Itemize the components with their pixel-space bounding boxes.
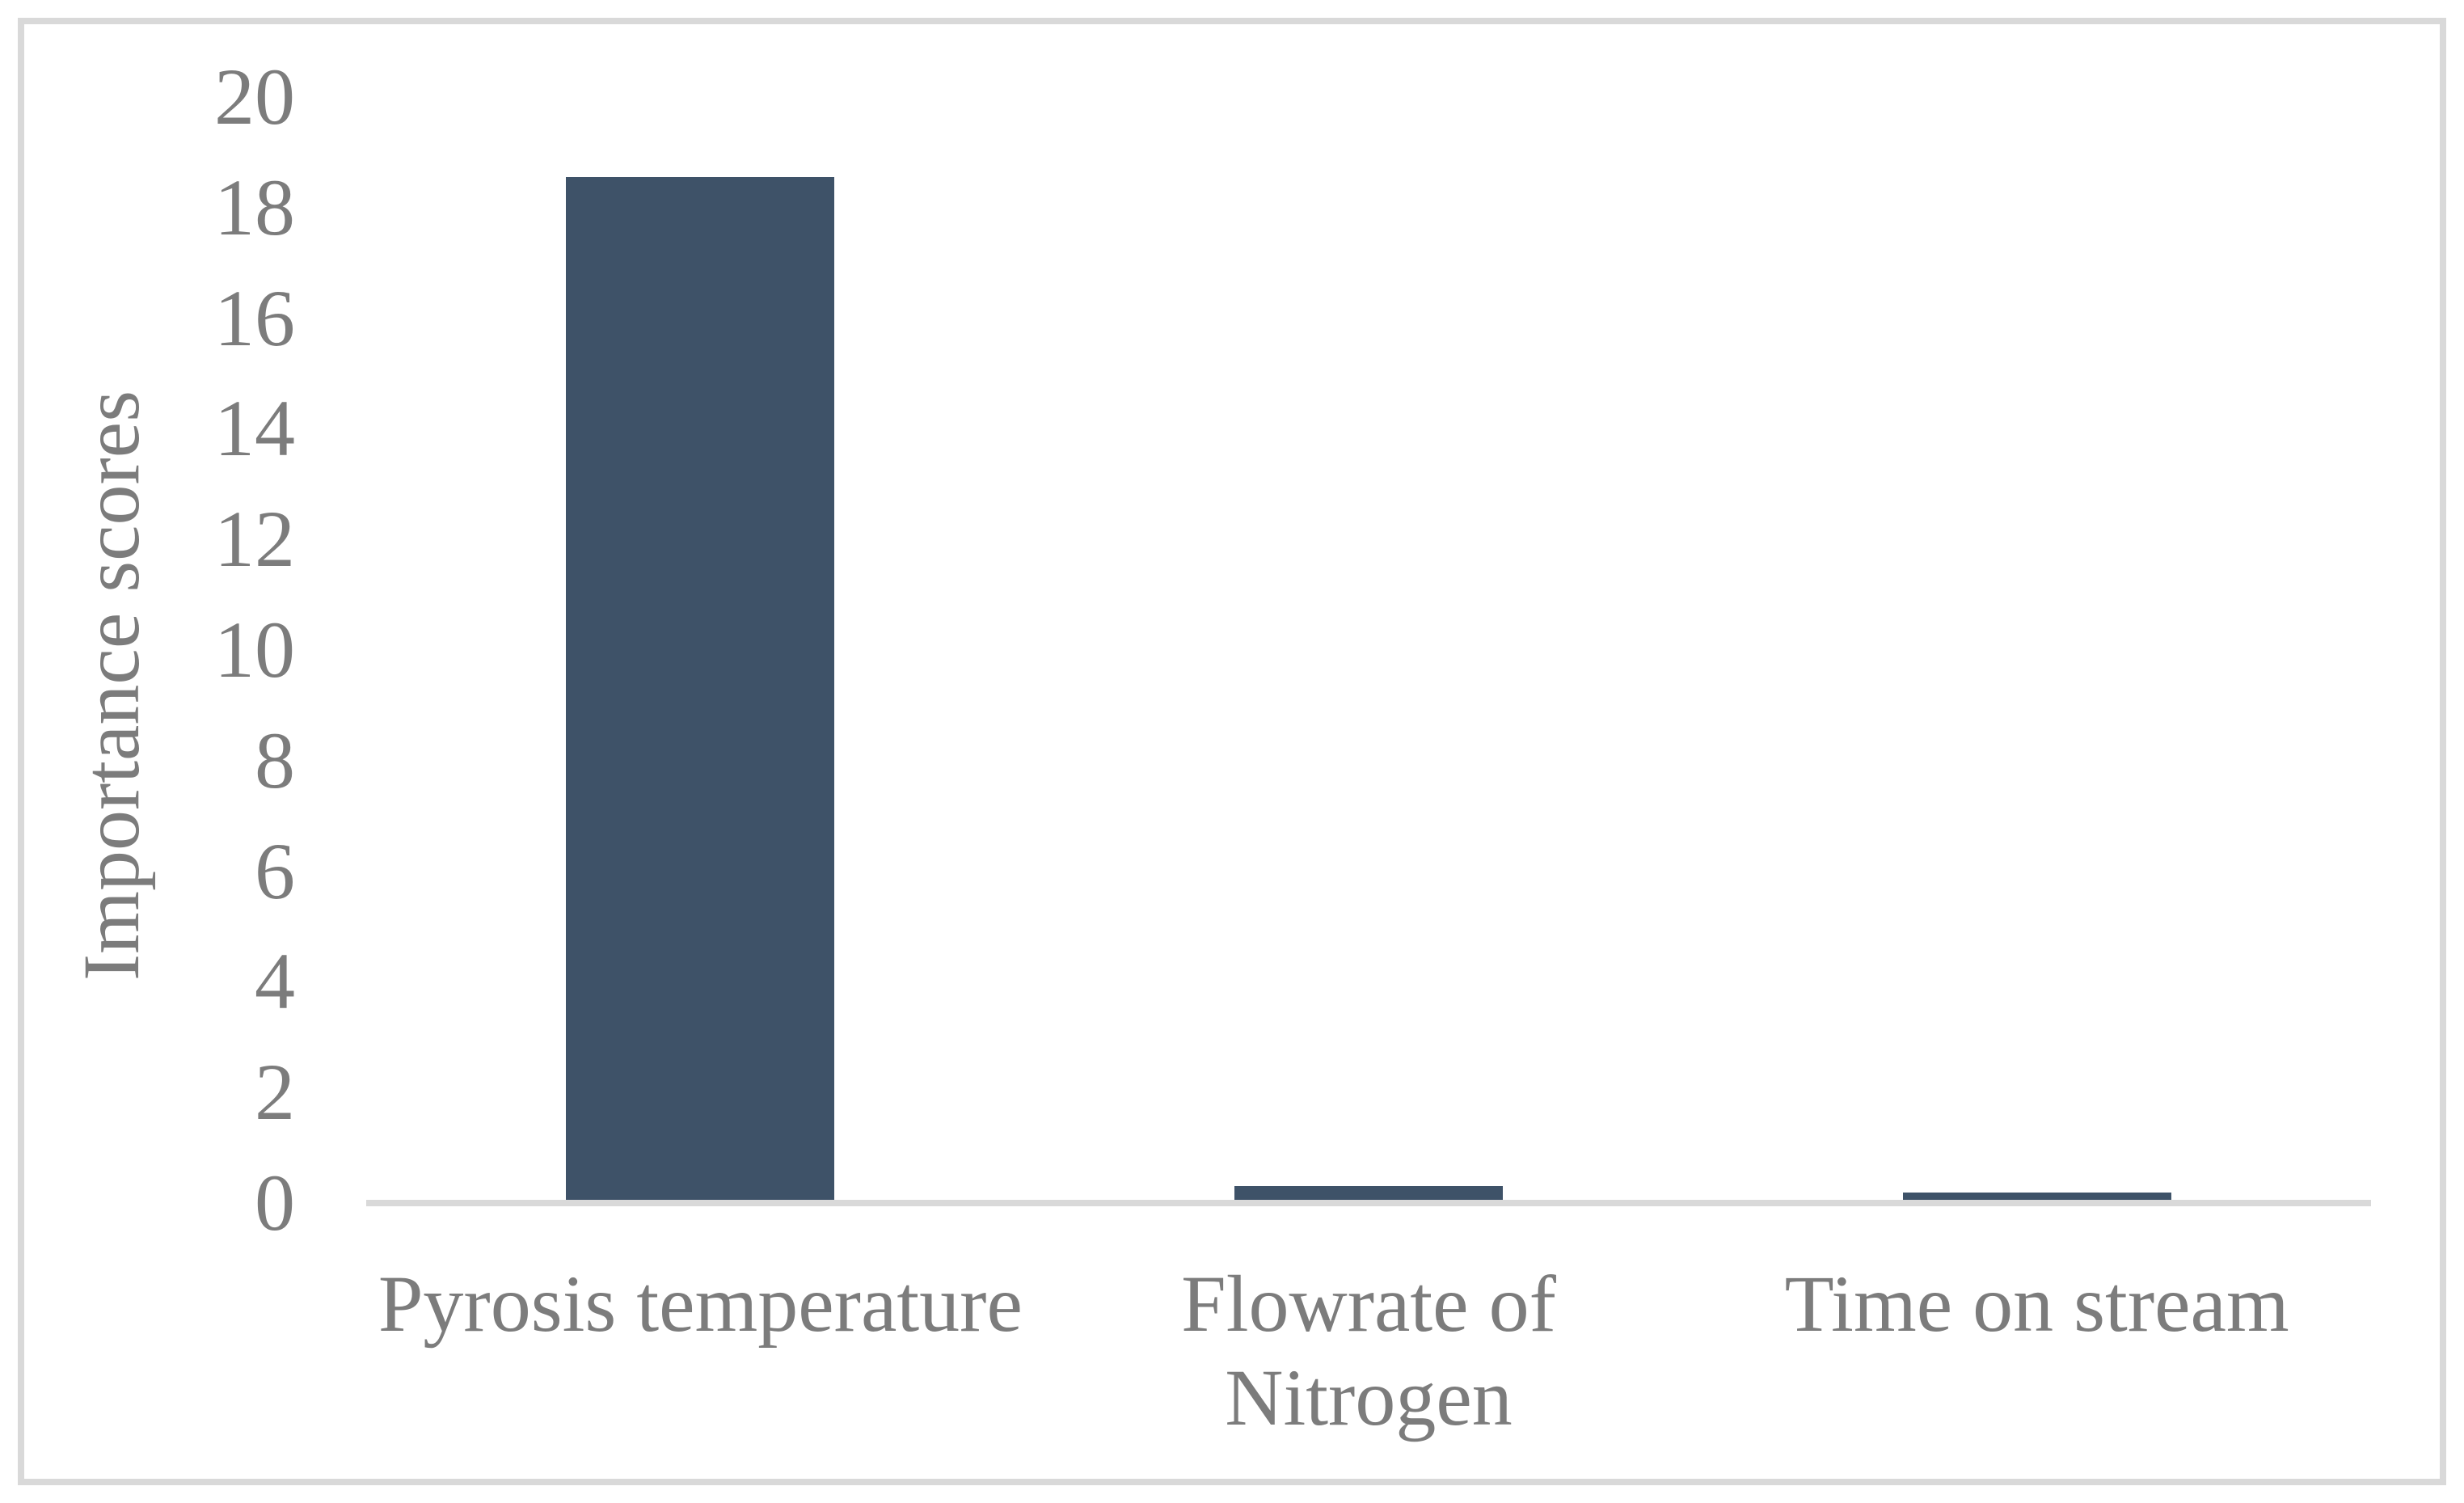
bar-flowrate-of-nitrogen: [1234, 1186, 1503, 1200]
y-tick-label: 0: [255, 1158, 295, 1248]
bar-time-on-stream: [1902, 1193, 2171, 1200]
x-axis-line: [366, 1200, 2371, 1206]
y-tick-label: 2: [255, 1047, 295, 1138]
y-tick-label: 16: [214, 272, 295, 363]
x-category-label: Pyrosis temperature: [366, 1257, 1035, 1351]
y-tick-label: 18: [214, 162, 295, 252]
y-tick-label: 14: [214, 383, 295, 474]
x-category-label: Time on stream: [1702, 1257, 2371, 1351]
bar-pyrosis-temperature: [566, 177, 835, 1200]
y-tick-label: 20: [214, 52, 295, 141]
x-category-label: Flowrate of Nitrogen: [1035, 1257, 1703, 1445]
x-category-label-line: Nitrogen: [1225, 1353, 1513, 1442]
x-category-label-line: Time on stream: [1784, 1259, 2289, 1349]
x-category-label-line: Flowrate of: [1181, 1259, 1556, 1349]
y-tick-label: 12: [214, 494, 295, 585]
y-tick-label: 8: [255, 715, 295, 805]
y-tick-label: 4: [255, 936, 295, 1027]
x-category-label-line: Pyrosis temperature: [378, 1259, 1023, 1349]
chart-outer-border: [18, 18, 2446, 1485]
y-tick-label: 6: [255, 825, 295, 916]
y-tick-label: 10: [214, 605, 295, 695]
